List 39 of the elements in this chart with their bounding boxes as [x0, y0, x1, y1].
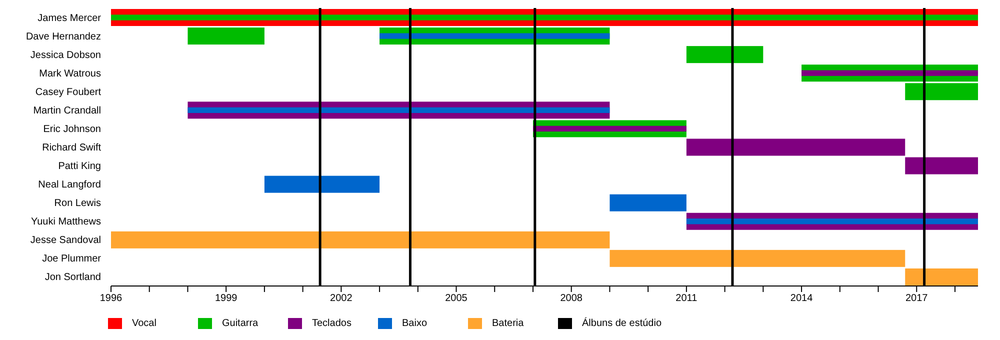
bar: [188, 28, 264, 45]
y-tick-label: Joe Plummer: [42, 254, 102, 265]
bar: [686, 218, 978, 224]
x-tick-label: 2008: [560, 293, 583, 304]
bar: [686, 46, 764, 64]
legend-label: Vocal: [132, 318, 156, 329]
x-tick-label: 2002: [330, 293, 353, 304]
bar: [111, 231, 610, 248]
x-tick-label: 1999: [214, 293, 238, 304]
y-tick-label: Ron Lewis: [54, 198, 101, 210]
bar: [905, 268, 978, 286]
y-tick-label: Jesse Sandoval: [30, 235, 101, 246]
x-tick-label: 2014: [790, 293, 814, 304]
y-tick-label: Jon Sortland: [44, 272, 101, 284]
y-tick-label: Patti King: [58, 161, 101, 172]
x-tick-label: 1996: [100, 293, 123, 304]
x-tick-label: 2017: [905, 293, 928, 304]
y-tick-label: Casey Foubert: [35, 86, 102, 98]
y-tick-label: Neal Langford: [38, 180, 101, 191]
x-tick-label: 2011: [676, 293, 698, 304]
y-tick-label: Dave Hernandez: [26, 31, 101, 42]
bar: [905, 157, 978, 174]
bar: [610, 250, 906, 267]
legend-label: Bateria: [492, 318, 524, 329]
bar: [188, 107, 610, 113]
y-tick-label: James Mercer: [38, 12, 102, 24]
legend-label: Álbuns de estúdio: [582, 318, 662, 329]
legend-label: Baixo: [402, 318, 428, 329]
y-tick-label: Yuuki Matthews: [30, 216, 101, 228]
bar: [686, 138, 906, 156]
legend-label: Teclados: [312, 318, 352, 329]
x-tick-label: 2005: [445, 293, 468, 304]
y-tick-label: Jessica Dobson: [30, 50, 101, 61]
bar: [380, 33, 610, 39]
y-tick-label: Mark Watrous: [39, 68, 101, 80]
y-tick-label: Richard Swift: [42, 142, 102, 154]
legend-label: Guitarra: [222, 318, 258, 329]
y-tick-label: Martin Crandall: [33, 105, 101, 116]
y-tick-label: Eric Johnson: [43, 124, 101, 135]
